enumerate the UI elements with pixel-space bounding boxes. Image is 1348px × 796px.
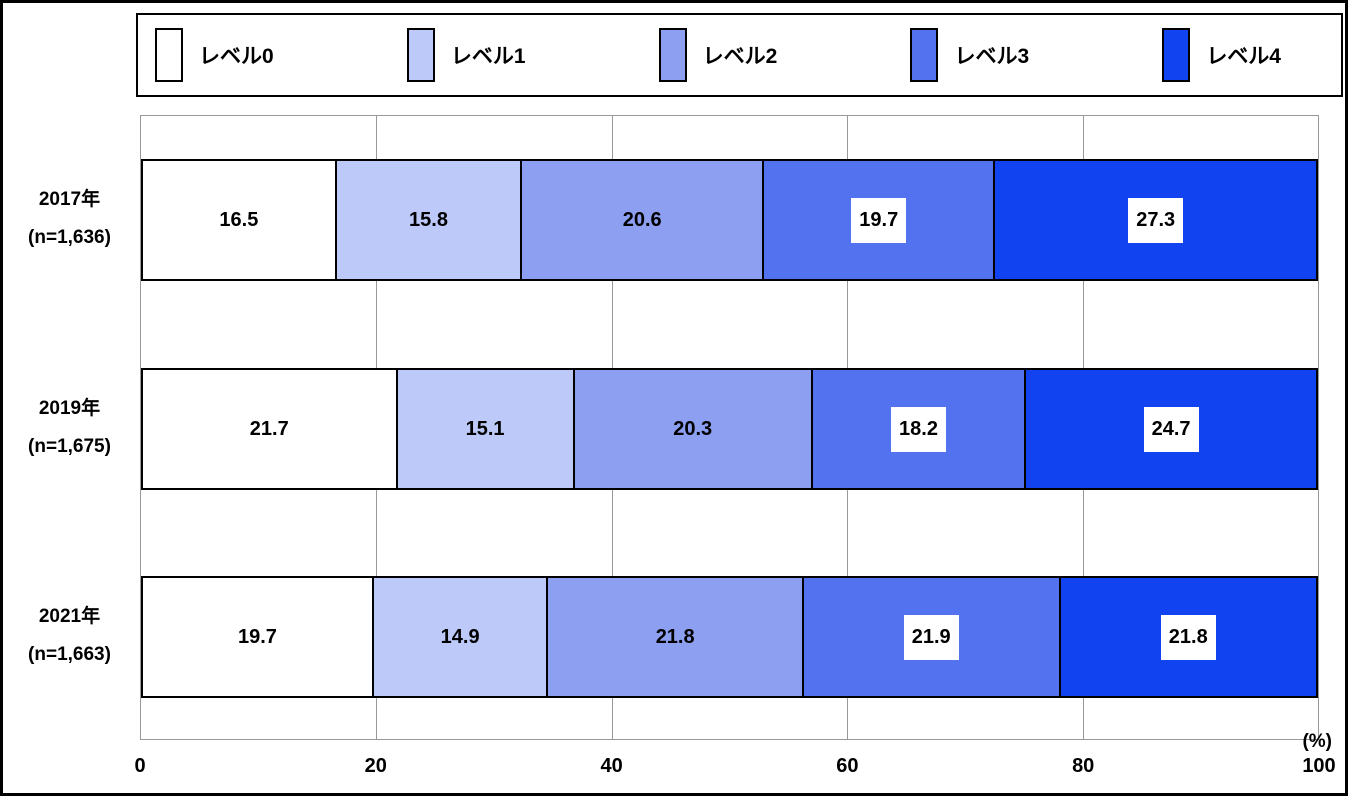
bar-segment-level4: 21.8 xyxy=(1060,578,1316,696)
row-label-2021年: 2021年 (n=1,663) xyxy=(3,575,136,697)
unit-label: (%) xyxy=(1302,731,1332,752)
legend-item-label: レベル2 xyxy=(702,45,778,68)
legend-item-label: レベル3 xyxy=(954,45,1030,68)
segment-value-label: 21.7 xyxy=(249,417,289,440)
row-label-2017年: 2017年 (n=1,636) xyxy=(3,158,136,280)
bar-segment-level1: 15.1 xyxy=(397,370,575,488)
legend-swatch xyxy=(155,28,183,82)
x-tick-60: 60 xyxy=(836,755,859,777)
legend: レベル0 レベル1 レベル2 レベル3 レベル4 xyxy=(136,13,1343,97)
segment-value-label: 27.3 xyxy=(1128,197,1184,243)
bar-segment-level3: 18.2 xyxy=(812,370,1027,488)
segment-value-label: 14.9 xyxy=(440,625,480,648)
x-tick-100: 100 xyxy=(1302,755,1336,777)
bar-segment-level0: 21.7 xyxy=(143,370,398,488)
segment-value-label: 15.1 xyxy=(465,417,505,440)
stacked-bar-2017年: 16.5 15.8 20.6 19.7 27.3 xyxy=(141,159,1318,281)
bar-segment-level2: 20.6 xyxy=(522,161,765,279)
row-label-2019年: 2019年 (n=1,675) xyxy=(3,367,136,489)
legend-item-3: レベル3 xyxy=(910,28,1029,82)
row-label-n: (n=1,636) xyxy=(28,227,111,248)
row-label-year: 2019年 xyxy=(38,398,101,419)
legend-swatch xyxy=(1162,28,1191,82)
bar-segment-level0: 16.5 xyxy=(143,161,337,279)
bar-segment-level1: 14.9 xyxy=(373,578,549,696)
bar-segment-level2: 21.8 xyxy=(548,578,804,696)
row-label-n: (n=1,675) xyxy=(28,436,111,457)
bar-segment-level4: 24.7 xyxy=(1026,370,1316,488)
stacked-bar-2019年: 21.7 15.1 20.3 18.2 24.7 xyxy=(141,368,1318,490)
bar-segment-level2: 20.3 xyxy=(574,370,813,488)
row-label-year: 2021年 xyxy=(38,606,101,627)
legend-swatch xyxy=(406,28,435,82)
legend-item-label: レベル1 xyxy=(450,45,526,68)
bar-segment-level1: 15.8 xyxy=(336,161,523,279)
legend-item-4: レベル4 xyxy=(1162,28,1281,82)
bar-segment-level3: 21.9 xyxy=(803,578,1061,696)
segment-value-label: 21.9 xyxy=(903,614,959,660)
segment-value-label: 16.5 xyxy=(219,208,259,231)
bar-segment-level3: 19.7 xyxy=(764,161,996,279)
x-tick-0: 0 xyxy=(134,755,146,777)
x-tick-80: 80 xyxy=(1072,755,1095,777)
x-tick-20: 20 xyxy=(364,755,387,777)
segment-value-label: 20.6 xyxy=(622,208,662,231)
segment-value-label: 21.8 xyxy=(1160,614,1216,660)
legend-swatch xyxy=(658,28,687,82)
segment-value-label: 19.7 xyxy=(237,625,277,648)
segment-value-label: 20.3 xyxy=(673,417,713,440)
segment-value-label: 15.8 xyxy=(409,208,448,231)
legend-item-label: レベル4 xyxy=(1206,45,1281,68)
legend-item-0: レベル0 xyxy=(155,28,274,82)
legend-item-2: レベル2 xyxy=(658,28,778,82)
plot-area: 16.5 15.8 20.6 19.7 27.3 21.7 15.1 20.3 18.2 24.7… xyxy=(140,115,1319,740)
x-tick-40: 40 xyxy=(600,755,623,777)
row-label-n: (n=1,663) xyxy=(28,644,111,665)
segment-value-label: 21.8 xyxy=(655,625,695,648)
segment-value-label: 24.7 xyxy=(1143,406,1199,452)
legend-item-label: レベル0 xyxy=(199,45,274,68)
legend-swatch xyxy=(910,28,939,82)
stacked-bar-2021年: 19.7 14.9 21.8 21.9 21.8 xyxy=(141,576,1318,698)
segment-value-label: 19.7 xyxy=(851,197,907,243)
row-label-year: 2017年 xyxy=(38,189,101,210)
bar-segment-level4: 27.3 xyxy=(995,161,1316,279)
segment-value-label: 18.2 xyxy=(891,406,946,452)
bar-segment-level0: 19.7 xyxy=(143,578,374,696)
legend-item-1: レベル1 xyxy=(406,28,526,82)
